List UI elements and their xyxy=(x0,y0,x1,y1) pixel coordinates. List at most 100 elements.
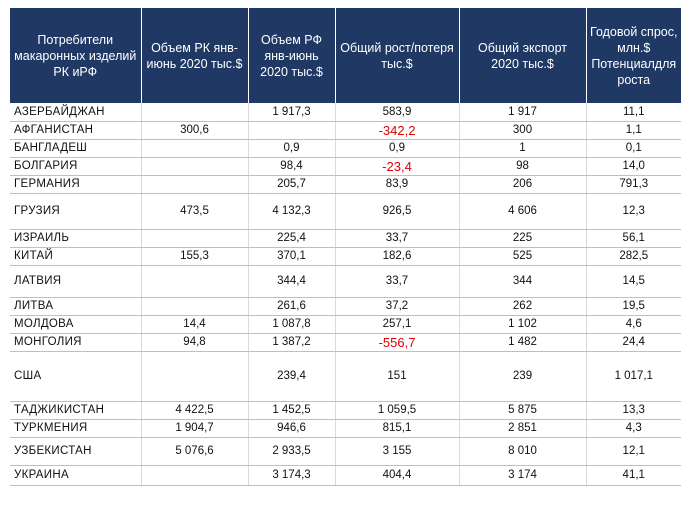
table-row: БОЛГАРИЯ 98,4 -23,4 98 14,0 xyxy=(10,157,681,176)
rf-volume-cell: 4 132,3 xyxy=(248,193,336,230)
header-annual-demand: Годовой спрос, млн.$ Потенциалдля роста xyxy=(586,8,681,103)
rf-volume-cell: 1 387,2 xyxy=(248,333,336,352)
export-cell: 525 xyxy=(459,247,587,266)
rf-volume-cell: 370,1 xyxy=(248,247,336,266)
demand-cell: 41,1 xyxy=(586,465,681,486)
table-body: АЗЕРБАЙДЖАН 1 917,3 583,9 1 917 11,1 АФГАНИСТ… xyxy=(10,103,681,486)
growth-cell: 815,1 xyxy=(335,419,460,438)
growth-cell: 404,4 xyxy=(335,465,460,486)
rf-volume-cell: 1 917,3 xyxy=(248,103,336,122)
export-cell: 239 xyxy=(459,351,587,402)
rk-volume-cell: 473,5 xyxy=(141,193,249,230)
growth-cell: 182,6 xyxy=(335,247,460,266)
header-total-export: Общий экспорт 2020 тыс.$ xyxy=(459,8,587,103)
rf-volume-cell: 344,4 xyxy=(248,265,336,298)
rf-volume-cell: 946,6 xyxy=(248,419,336,438)
country-cell: УКРАИНА xyxy=(10,465,142,486)
rk-volume-cell: 5 076,6 xyxy=(141,437,249,466)
table-row: УКРАИНА 3 174,3 404,4 3 174 41,1 xyxy=(10,465,681,486)
export-cell: 4 606 xyxy=(459,193,587,230)
country-cell: МОНГОЛИЯ xyxy=(10,333,142,352)
export-table-container: Потребители макаронных изделий РК иРФ Об… xyxy=(10,8,681,486)
growth-cell: 83,9 xyxy=(335,175,460,194)
rf-volume-cell: 225,4 xyxy=(248,229,336,248)
rf-volume-cell: 98,4 xyxy=(248,157,336,176)
rk-volume-cell xyxy=(141,229,249,248)
demand-cell: 12,1 xyxy=(586,437,681,466)
export-cell: 1 xyxy=(459,139,587,158)
export-cell: 5 875 xyxy=(459,401,587,420)
rf-volume-cell: 239,4 xyxy=(248,351,336,402)
table-row: ГЕРМАНИЯ 205,7 83,9 206 791,3 xyxy=(10,175,681,194)
export-table: Потребители макаронных изделий РК иРФ Об… xyxy=(10,8,681,486)
country-cell: КИТАЙ xyxy=(10,247,142,266)
demand-cell: 19,5 xyxy=(586,297,681,316)
growth-cell: 926,5 xyxy=(335,193,460,230)
export-cell: 3 174 xyxy=(459,465,587,486)
country-cell: МОЛДОВА xyxy=(10,315,142,334)
rf-volume-cell: 1 452,5 xyxy=(248,401,336,420)
table-row: УЗБЕКИСТАН 5 076,6 2 933,5 3 155 8 010 12,1 xyxy=(10,437,681,466)
header-consumers: Потребители макаронных изделий РК иРФ xyxy=(10,8,142,103)
rk-volume-cell: 300,6 xyxy=(141,121,249,140)
export-cell: 2 851 xyxy=(459,419,587,438)
rk-volume-cell xyxy=(141,157,249,176)
country-cell: ГРУЗИЯ xyxy=(10,193,142,230)
table-row: МОЛДОВА 14,4 1 087,8 257,1 1 102 4,6 xyxy=(10,315,681,334)
rk-volume-cell xyxy=(141,351,249,402)
rk-volume-cell: 1 904,7 xyxy=(141,419,249,438)
table-row: ЛИТВА 261,6 37,2 262 19,5 xyxy=(10,297,681,316)
table-row: ТУРКМЕНИЯ 1 904,7 946,6 815,1 2 851 4,3 xyxy=(10,419,681,438)
export-cell: 206 xyxy=(459,175,587,194)
rf-volume-cell xyxy=(248,121,336,140)
export-cell: 262 xyxy=(459,297,587,316)
growth-cell: 257,1 xyxy=(335,315,460,334)
country-cell: ЛАТВИЯ xyxy=(10,265,142,298)
country-cell: АЗЕРБАЙДЖАН xyxy=(10,103,142,122)
growth-cell: -556,7 xyxy=(335,333,460,352)
export-cell: 1 102 xyxy=(459,315,587,334)
export-cell: 225 xyxy=(459,229,587,248)
rk-volume-cell xyxy=(141,297,249,316)
table-row: КИТАЙ 155,3 370,1 182,6 525 282,5 xyxy=(10,247,681,266)
table-row: БАНГЛАДЕШ 0,9 0,9 1 0,1 xyxy=(10,139,681,158)
growth-cell: 583,9 xyxy=(335,103,460,122)
rf-volume-cell: 3 174,3 xyxy=(248,465,336,486)
demand-cell: 1,1 xyxy=(586,121,681,140)
rf-volume-cell: 2 933,5 xyxy=(248,437,336,466)
table-row: МОНГОЛИЯ 94,8 1 387,2 -556,7 1 482 24,4 xyxy=(10,333,681,352)
rk-volume-cell: 14,4 xyxy=(141,315,249,334)
rk-volume-cell: 155,3 xyxy=(141,247,249,266)
header-total-growth: Общий рост/потеря тыс.$ xyxy=(335,8,460,103)
rf-volume-cell: 205,7 xyxy=(248,175,336,194)
rk-volume-cell xyxy=(141,103,249,122)
growth-cell: 151 xyxy=(335,351,460,402)
demand-cell: 1 017,1 xyxy=(586,351,681,402)
country-cell: АФГАНИСТАН xyxy=(10,121,142,140)
demand-cell: 4,6 xyxy=(586,315,681,334)
demand-cell: 14,0 xyxy=(586,157,681,176)
demand-cell: 4,3 xyxy=(586,419,681,438)
table-row: ТАДЖИКИСТАН 4 422,5 1 452,5 1 059,5 5 875 13,… xyxy=(10,401,681,420)
country-cell: БОЛГАРИЯ xyxy=(10,157,142,176)
country-cell: УЗБЕКИСТАН xyxy=(10,437,142,466)
export-cell: 98 xyxy=(459,157,587,176)
country-cell: ТУРКМЕНИЯ xyxy=(10,419,142,438)
growth-cell: 33,7 xyxy=(335,265,460,298)
rk-volume-cell xyxy=(141,139,249,158)
export-cell: 1 917 xyxy=(459,103,587,122)
demand-cell: 13,3 xyxy=(586,401,681,420)
header-rf-volume: Объем РФ янв-июнь 2020 тыс.$ xyxy=(248,8,336,103)
rk-volume-cell xyxy=(141,175,249,194)
demand-cell: 24,4 xyxy=(586,333,681,352)
demand-cell: 12,3 xyxy=(586,193,681,230)
rf-volume-cell: 1 087,8 xyxy=(248,315,336,334)
country-cell: ЛИТВА xyxy=(10,297,142,316)
table-row: ЛАТВИЯ 344,4 33,7 344 14,5 xyxy=(10,265,681,298)
table-row: США 239,4 151 239 1 017,1 xyxy=(10,351,681,402)
growth-cell: 37,2 xyxy=(335,297,460,316)
table-row: АЗЕРБАЙДЖАН 1 917,3 583,9 1 917 11,1 xyxy=(10,103,681,122)
growth-cell: 0,9 xyxy=(335,139,460,158)
growth-cell: 3 155 xyxy=(335,437,460,466)
rf-volume-cell: 0,9 xyxy=(248,139,336,158)
